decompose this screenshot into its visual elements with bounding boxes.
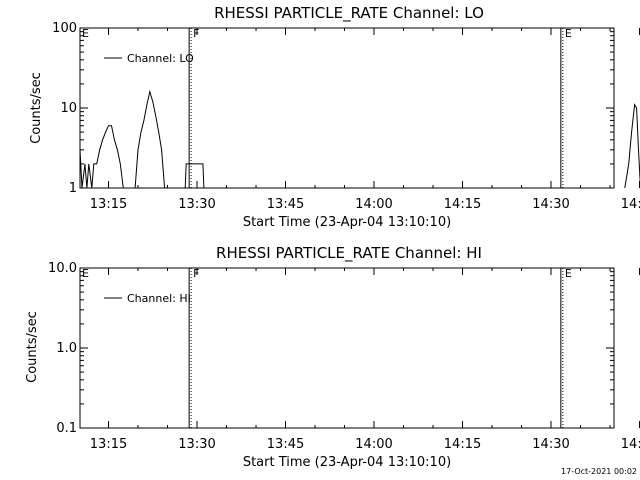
x-tick-label: 13:45 [267, 437, 304, 452]
x-tick-label: 13:15 [90, 437, 127, 452]
flag-label: E [82, 267, 89, 280]
flag-label: F [193, 267, 199, 280]
legend-label: Channel: HI [127, 292, 191, 305]
panel-hi-title: RHESSI PARTICLE_RATE Channel: HI [216, 244, 482, 263]
series-line [79, 89, 640, 189]
panel-hi-xlabel: Start Time (23-Apr-04 13:10:10) [243, 455, 451, 470]
footer-timestamp: 17-Oct-2021 00:02 [561, 467, 637, 476]
legend-label: Channel: LO [127, 52, 194, 65]
panel-lo: RHESSI PARTICLE_RATE Channel: LO Counts/… [29, 4, 640, 230]
flag-label: E [82, 27, 89, 40]
x-tick-label: 14:30 [532, 197, 569, 212]
x-tick-label: 13:30 [178, 437, 215, 452]
x-tick-label: 14:45 [621, 197, 640, 212]
panel-hi-ylabel: Counts/sec [25, 311, 40, 383]
x-tick-label: 14:00 [355, 197, 392, 212]
y-tick-label: 10 [60, 101, 77, 116]
flag-label: E [565, 267, 572, 280]
panel-lo-xlabel: Start Time (23-Apr-04 13:10:10) [243, 215, 451, 230]
panel-lo-title: RHESSI PARTICLE_RATE Channel: LO [214, 4, 484, 23]
x-tick-label: 14:15 [444, 197, 481, 212]
x-tick-label: 14:15 [444, 437, 481, 452]
y-tick-label: 10.0 [48, 261, 77, 276]
flag-label: F [193, 27, 199, 40]
x-tick-label: 14:45 [621, 437, 640, 452]
y-tick-label: 1 [69, 181, 77, 196]
x-tick-label: 14:00 [355, 437, 392, 452]
flag-label: E [565, 27, 572, 40]
y-tick-label: 0.1 [56, 421, 77, 436]
x-tick-label: 13:45 [267, 197, 304, 212]
panel-lo-legend: Channel: LO [104, 52, 194, 65]
panel-hi-legend: Channel: HI [104, 292, 191, 305]
y-tick-label: 100 [52, 21, 77, 36]
panel-hi: RHESSI PARTICLE_RATE Channel: HI Counts/… [25, 244, 640, 470]
x-tick-label: 14:30 [532, 437, 569, 452]
x-tick-label: 13:15 [90, 197, 127, 212]
y-tick-label: 1.0 [56, 341, 77, 356]
panel-lo-ylabel: Counts/sec [29, 72, 44, 144]
x-tick-label: 13:30 [178, 197, 215, 212]
